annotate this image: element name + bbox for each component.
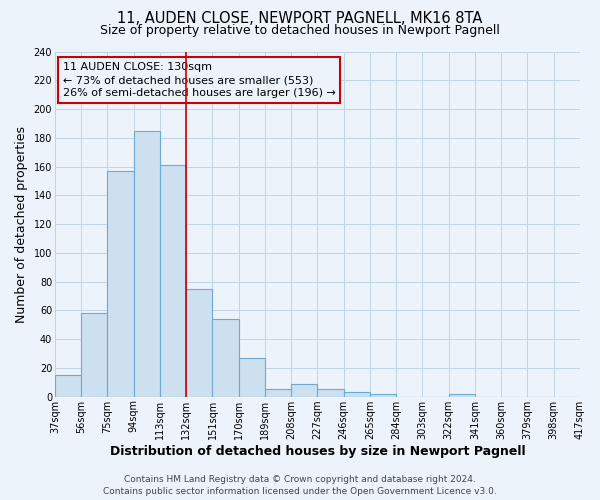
Text: 11 AUDEN CLOSE: 130sqm
← 73% of detached houses are smaller (553)
26% of semi-de: 11 AUDEN CLOSE: 130sqm ← 73% of detached… — [63, 62, 336, 98]
Bar — [291, 384, 317, 396]
Bar — [317, 390, 344, 396]
Bar — [370, 394, 396, 396]
X-axis label: Distribution of detached houses by size in Newport Pagnell: Distribution of detached houses by size … — [110, 444, 525, 458]
Text: Contains HM Land Registry data © Crown copyright and database right 2024.
Contai: Contains HM Land Registry data © Crown c… — [103, 474, 497, 496]
Bar — [81, 314, 107, 396]
Bar — [107, 171, 134, 396]
Bar — [186, 289, 212, 397]
Bar — [344, 392, 370, 396]
Bar — [239, 358, 265, 397]
Y-axis label: Number of detached properties: Number of detached properties — [15, 126, 28, 322]
Text: 11, AUDEN CLOSE, NEWPORT PAGNELL, MK16 8TA: 11, AUDEN CLOSE, NEWPORT PAGNELL, MK16 8… — [118, 11, 482, 26]
Bar — [265, 390, 291, 396]
Bar — [449, 394, 475, 396]
Bar — [55, 375, 81, 396]
Bar — [160, 165, 186, 396]
Bar — [134, 130, 160, 396]
Bar — [212, 319, 239, 396]
Text: Size of property relative to detached houses in Newport Pagnell: Size of property relative to detached ho… — [100, 24, 500, 37]
